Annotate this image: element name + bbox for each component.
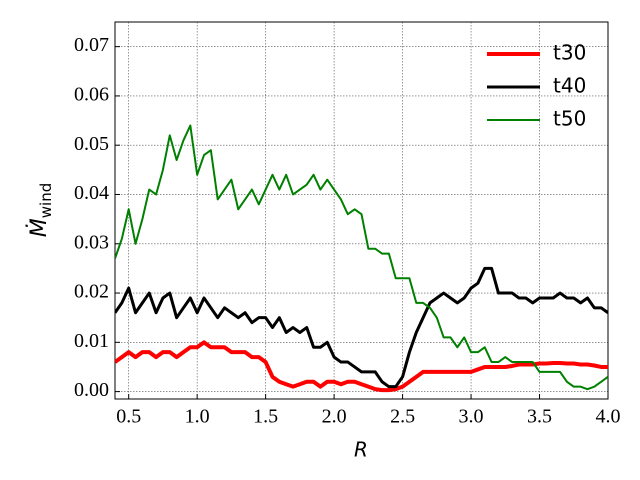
x-tick-label: 2.5 — [390, 406, 415, 428]
series-line — [115, 124, 608, 391]
y-label-sub: wind — [37, 183, 55, 218]
x-tick-label: 4.0 — [596, 406, 621, 428]
x-tick-label: 1.5 — [253, 406, 278, 428]
plot-frame — [114, 21, 609, 400]
y-tick-label: 0.06 — [74, 84, 109, 106]
x-tick-label: 3.5 — [527, 406, 552, 428]
y-tick-label: 0.04 — [74, 182, 109, 204]
y-tick-label: 0.07 — [74, 34, 109, 56]
x-tick-label: 3.0 — [459, 406, 484, 428]
x-tick-label: 0.5 — [116, 406, 141, 428]
series-line — [115, 340, 608, 393]
x-axis-label: R — [354, 438, 368, 462]
x-tick-label: 2.0 — [322, 406, 347, 428]
legend-label: t50 — [553, 107, 586, 131]
y-tick-label: 0.00 — [74, 379, 109, 401]
y-tick-label: 0.02 — [74, 281, 109, 303]
y-tick-label: 0.03 — [74, 231, 109, 253]
y-tick-label: 0.01 — [74, 330, 109, 352]
legend-label: t30 — [553, 41, 586, 65]
y-axis-label-text: Ṁwind — [26, 183, 55, 237]
y-label-main: Ṁ — [26, 218, 52, 237]
x-tick-label: 1.0 — [185, 406, 210, 428]
legend-label: t40 — [553, 74, 586, 98]
y-axis-label: Ṁwind — [26, 183, 55, 237]
y-tick-label: 0.05 — [74, 133, 109, 155]
series-line — [115, 266, 608, 389]
